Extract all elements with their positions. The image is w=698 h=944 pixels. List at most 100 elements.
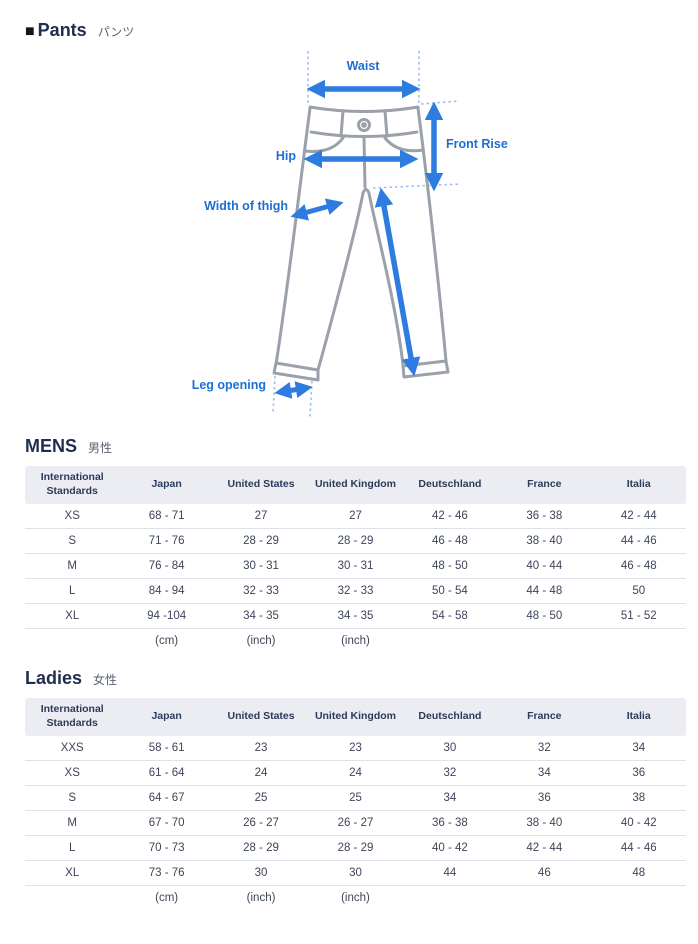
size-value-cell: 25	[254, 792, 268, 804]
size-value-cell: 34	[632, 742, 646, 754]
pants-diagram-canvas	[272, 51, 462, 418]
size-value-cell: 38 - 40	[526, 535, 563, 547]
size-value-cell: 32 - 33	[337, 585, 374, 597]
mens-section: MENS 男性 International Standards Japan Unit…	[25, 436, 686, 653]
column-header: United Kingdom	[314, 478, 397, 491]
size-value-cell: 54 - 58	[431, 610, 468, 622]
unit-cell: (inch)	[246, 635, 276, 647]
size-label-cell: M	[67, 817, 77, 829]
column-header: Deutschland	[418, 710, 482, 723]
size-value-cell: 25	[349, 792, 362, 804]
table-row: L 84 - 94 32 - 33 32 - 33 50 - 54 44 - 48 50	[25, 579, 686, 604]
ladies-size-table: International Standards Japan United State…	[25, 698, 686, 910]
size-value-cell: 34	[443, 792, 457, 804]
size-value-cell: 61 - 64	[148, 767, 185, 779]
pants-measurement-diagram: Waist Front Rise Hip Width of thigh Leg …	[0, 45, 698, 421]
size-value-cell: 44 - 46	[620, 535, 657, 547]
table-row: L 70 - 73 28 - 29 28 - 29 40 - 42 42 - 44 44 -…	[25, 836, 686, 861]
size-label-cell: XXS	[60, 742, 84, 754]
size-value-cell: 26 - 27	[243, 817, 279, 829]
size-value-cell: 71 - 76	[148, 535, 185, 547]
units-row: (cm) (inch) (inch)	[25, 886, 686, 910]
column-header: France	[527, 710, 562, 723]
unit-cell: (inch)	[341, 635, 370, 647]
size-value-cell: 38	[632, 792, 646, 804]
unit-cell: (inch)	[341, 892, 370, 904]
column-header: Italia	[626, 710, 651, 723]
size-value-cell: 42 - 46	[431, 510, 468, 522]
size-value-cell: 70 - 73	[148, 842, 185, 854]
width-of-thigh-arrow	[290, 198, 344, 221]
column-header: France	[527, 478, 562, 491]
size-value-cell: 30 - 31	[243, 560, 279, 572]
size-label-cell: L	[69, 585, 76, 597]
size-value-cell: 36 - 38	[526, 510, 563, 522]
size-value-cell: 58 - 61	[148, 742, 185, 754]
mens-size-table: International Standards Japan United State…	[25, 466, 686, 653]
column-header: United States	[227, 478, 295, 491]
size-value-cell: 46	[537, 867, 551, 879]
size-value-cell: 28 - 29	[243, 842, 279, 854]
table-row: XL 94 -104 34 - 35 34 - 35 54 - 58 48 - 50 51 …	[25, 604, 686, 629]
column-header: Japan	[151, 710, 182, 723]
unit-cell: (cm)	[155, 892, 179, 904]
column-header: United States	[227, 710, 295, 723]
size-value-cell: 51 - 52	[620, 610, 657, 622]
size-value-cell: 30	[349, 867, 362, 879]
size-value-cell: 68 - 71	[148, 510, 185, 522]
size-value-cell: 24	[254, 767, 268, 779]
size-value-cell: 40 - 42	[431, 842, 468, 854]
unit-cell: (inch)	[246, 892, 276, 904]
size-value-cell: 32	[443, 767, 457, 779]
size-value-cell: 26 - 27	[337, 817, 374, 829]
size-label-cell: XS	[64, 510, 80, 522]
size-label-cell: M	[67, 560, 77, 572]
measurement-arrows	[274, 79, 444, 399]
size-value-cell: 34 - 35	[243, 610, 279, 622]
size-value-cell: 42 - 44	[526, 842, 563, 854]
mens-title-japanese: 男性	[88, 441, 113, 455]
size-value-cell: 44	[443, 867, 457, 879]
size-value-cell: 34	[537, 767, 551, 779]
size-label-cell: XL	[65, 867, 80, 879]
size-value-cell: 48 - 50	[526, 610, 563, 622]
size-value-cell: 48 - 50	[431, 560, 468, 572]
size-label-cell: XL	[65, 610, 80, 622]
size-value-cell: 30 - 31	[337, 560, 374, 572]
page-title-japanese: パンツ	[97, 25, 135, 39]
page-title: ■ Pants パンツ	[25, 20, 698, 41]
column-header: International Standards	[40, 471, 104, 497]
page-title-text: Pants	[37, 20, 87, 40]
table-row: S 71 - 76 28 - 29 28 - 29 46 - 48 38 - 40 44 -…	[25, 529, 686, 554]
table-row: M 67 - 70 26 - 27 26 - 27 36 - 38 38 - 40 40 -…	[25, 811, 686, 836]
size-value-cell: 46 - 48	[620, 560, 657, 572]
black-square-bullet-icon: ■	[25, 23, 35, 40]
size-value-cell: 32 - 33	[243, 585, 279, 597]
size-value-cell: 40 - 44	[526, 560, 563, 572]
ladies-section-title: Ladies 女性	[25, 668, 686, 689]
size-value-cell: 27	[349, 510, 362, 522]
size-value-cell: 28 - 29	[337, 535, 374, 547]
size-value-cell: 50 - 54	[431, 585, 468, 597]
size-value-cell: 67 - 70	[148, 817, 185, 829]
hip-label: Hip	[275, 149, 296, 163]
size-value-cell: 48	[632, 867, 646, 879]
inseam-arrow	[374, 187, 421, 377]
size-value-cell: 30	[254, 867, 268, 879]
size-value-cell: 30	[443, 742, 457, 754]
table-row: M 76 - 84 30 - 31 30 - 31 48 - 50 40 - 44 46 -…	[25, 554, 686, 579]
size-value-cell: 32	[537, 742, 551, 754]
size-value-cell: 23	[349, 742, 362, 754]
size-value-cell: 73 - 76	[148, 867, 185, 879]
leg-opening-arrow	[274, 381, 313, 399]
width-of-thigh-label: Width of thigh	[204, 199, 288, 213]
column-header: Deutschland	[418, 478, 482, 491]
size-value-cell: 64 - 67	[148, 792, 185, 804]
size-label-cell: L	[69, 842, 76, 854]
table-row: S 64 - 67 25 25 34 36 38	[25, 786, 686, 811]
column-header: Italia	[626, 478, 651, 491]
size-value-cell: 94 -104	[147, 610, 187, 622]
size-value-cell: 27	[254, 510, 268, 522]
leg-opening-label: Leg opening	[191, 378, 266, 392]
size-value-cell: 46 - 48	[431, 535, 468, 547]
